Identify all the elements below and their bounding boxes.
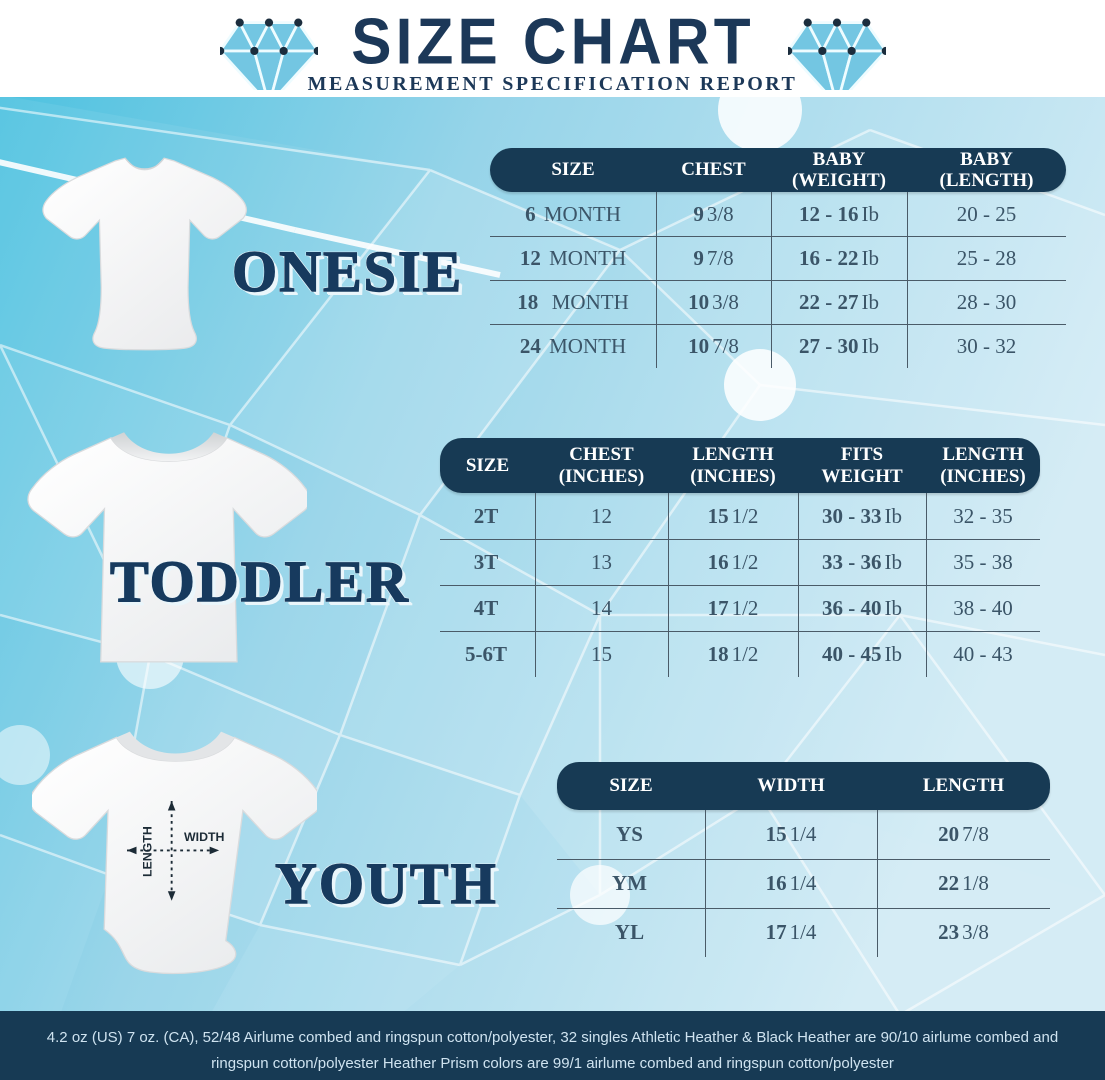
svg-text:WIDTH: WIDTH (184, 830, 225, 844)
svg-text:LENGTH: LENGTH (141, 826, 155, 877)
